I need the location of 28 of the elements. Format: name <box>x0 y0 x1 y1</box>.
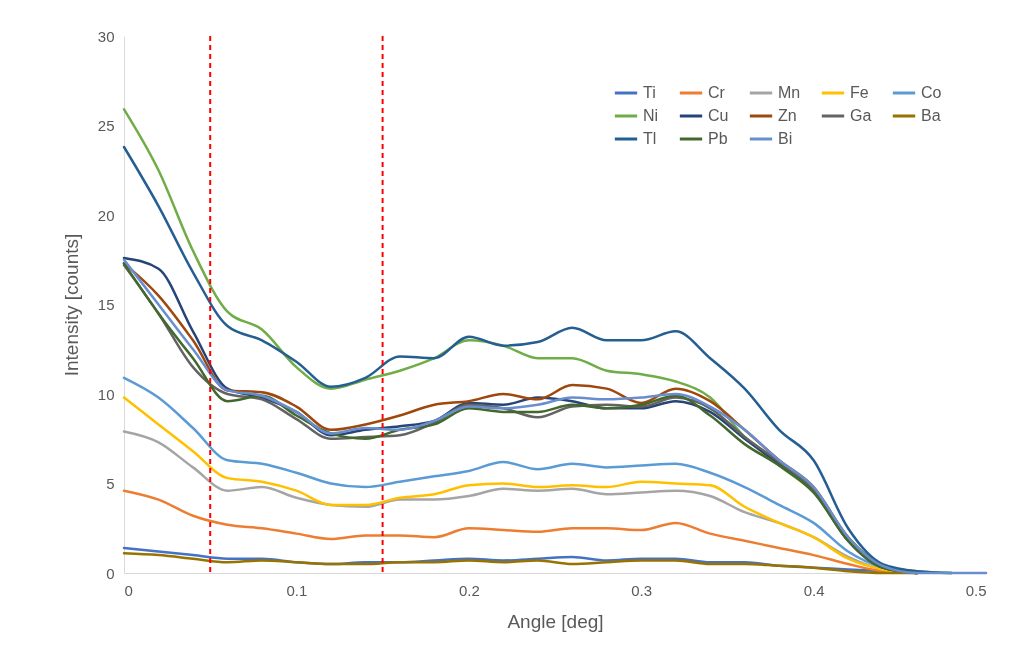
y-tick-label: 0 <box>106 564 115 582</box>
x-axis-title: Angle [deg] <box>507 610 604 632</box>
y-tick-label: 20 <box>97 206 115 224</box>
legend-label: Zn <box>778 107 797 124</box>
legend-label: Co <box>921 84 942 101</box>
x-tick-label: 0.5 <box>965 581 987 599</box>
legend-label: Bi <box>778 130 793 147</box>
legend-label: Ga <box>850 107 872 124</box>
legend-label: Pb <box>708 130 728 147</box>
y-axis-title: Intensity [counts] <box>60 233 82 377</box>
y-tick-label: 15 <box>97 296 115 313</box>
x-tick-label: 0.2 <box>458 581 480 599</box>
x-tick-label: 0.3 <box>631 581 653 599</box>
y-tick-label: 10 <box>97 385 115 403</box>
legend-label: Tl <box>643 130 657 147</box>
y-tick-label: 25 <box>97 117 115 134</box>
legend-label: Ba <box>921 107 941 124</box>
legend-label: Cu <box>708 107 729 124</box>
x-tick-label: 0 <box>124 581 133 599</box>
x-tick-label: 0.1 <box>286 581 308 599</box>
legend-label: Mn <box>778 84 801 101</box>
legend-label: Ni <box>643 107 659 124</box>
legend-label: Ti <box>643 84 656 101</box>
y-tick-label: 30 <box>97 27 115 45</box>
y-tick-label: 5 <box>106 475 115 492</box>
legend-label: Cr <box>708 84 726 101</box>
legend-label: Fe <box>850 84 869 101</box>
x-tick-label: 0.4 <box>803 581 825 599</box>
